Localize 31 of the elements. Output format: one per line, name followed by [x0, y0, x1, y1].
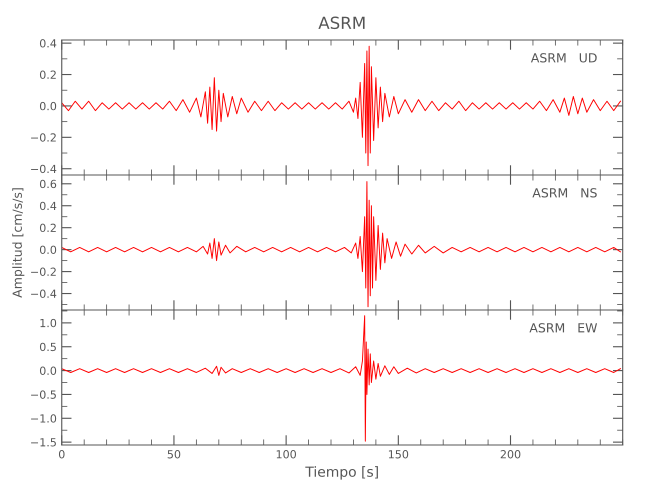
y-tick-label: 0.6	[40, 180, 56, 188]
y-tick-label: 1.0	[40, 318, 56, 328]
y-tick-label: 0.0	[40, 246, 56, 254]
y-axis-title: Amplitud [cm/s/s]	[12, 188, 24, 298]
y-tick-label: −0.4	[31, 290, 56, 298]
y-tick-label: −0.2	[31, 268, 56, 276]
x-tick-label: 50	[168, 450, 180, 458]
x-axis-title: Tiempo [s]	[305, 466, 378, 480]
y-tick-label: 0.0	[40, 102, 56, 110]
y-tick-label: 0.4	[40, 39, 56, 48]
x-tick-label: 0	[58, 450, 65, 458]
x-tick-label: 200	[500, 450, 520, 458]
y-tick-label: 0.2	[40, 70, 56, 79]
y-tick-label: 0.4	[40, 202, 56, 210]
annotation: ASRM NS	[532, 188, 597, 198]
y-tick-label: 0.0	[40, 366, 56, 375]
line-series	[62, 181, 621, 308]
chart-title: ASRM	[318, 16, 365, 30]
y-tick-label: −0.4	[31, 164, 56, 174]
x-tick-label: 100	[276, 450, 296, 458]
y-tick-label: 0.5	[40, 342, 56, 352]
y-tick-label: −1.0	[31, 414, 56, 423]
y-tick-label: −0.5	[31, 390, 56, 399]
annotation: ASRM UD	[530, 53, 597, 63]
x-tick-label: 150	[388, 450, 408, 458]
y-tick-label: 0.2	[40, 224, 56, 232]
line-series	[62, 46, 621, 166]
line-series	[62, 315, 621, 442]
annotation: ASRM EW	[529, 323, 598, 333]
y-tick-label: −0.2	[31, 133, 56, 142]
y-tick-label: −1.5	[31, 438, 56, 447]
